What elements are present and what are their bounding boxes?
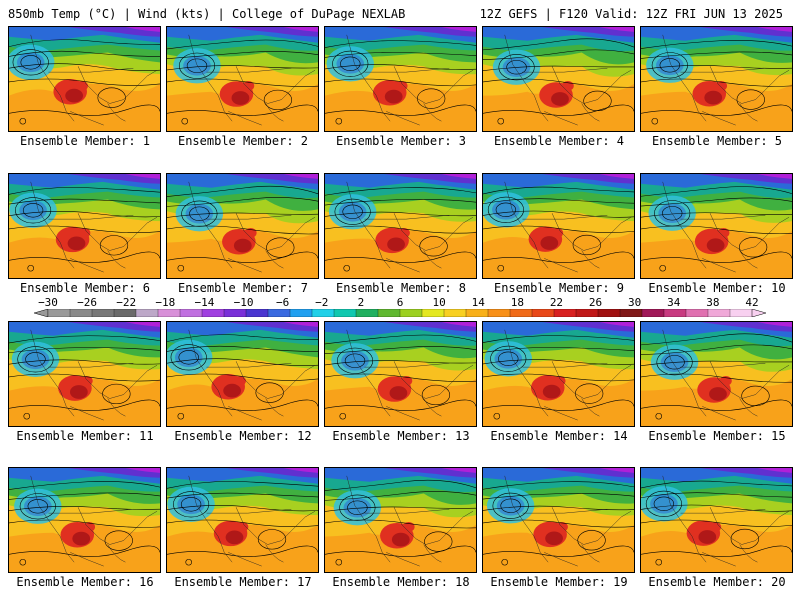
- colorbar-swatch: [509, 309, 533, 317]
- colorbar-swatch: [553, 309, 577, 317]
- ensemble-member-map: [640, 321, 793, 427]
- colorbar-swatch: [69, 309, 93, 317]
- ensemble-member-label: Ensemble Member: 5: [651, 134, 783, 148]
- ensemble-member-label: Ensemble Member: 8: [335, 281, 467, 295]
- colorbar-swatch: [641, 309, 665, 317]
- ensemble-member-label: Ensemble Member: 6: [19, 281, 151, 295]
- colorbar-swatch: [597, 309, 621, 317]
- colorbar-tick-label: 6: [396, 296, 404, 309]
- ensemble-member-label: Ensemble Member: 3: [335, 134, 467, 148]
- ensemble-member-map: [640, 467, 793, 573]
- colorbar-swatch: [179, 309, 203, 317]
- colorbar-swatch: [399, 309, 423, 317]
- colorbar-max-arrow: [751, 309, 766, 317]
- ensemble-member-label: Ensemble Member: 4: [493, 134, 625, 148]
- colorbar-swatch: [707, 309, 731, 317]
- colorbar-swatch: [619, 309, 643, 317]
- ensemble-member-map: [324, 173, 477, 279]
- colorbar-tick-label: 10: [432, 296, 446, 309]
- ensemble-member-label: Ensemble Member: 18: [332, 575, 470, 589]
- colorbar-tick-label: 18: [510, 296, 524, 309]
- colorbar-swatch: [289, 309, 313, 317]
- colorbar-swatch: [135, 309, 159, 317]
- colorbar-tick-label: 42: [745, 296, 759, 309]
- ensemble-member-map: [324, 467, 477, 573]
- ensemble-member-label: Ensemble Member: 16: [16, 575, 154, 589]
- colorbar-swatch: [223, 309, 247, 317]
- ensemble-member-label: Ensemble Member: 11: [16, 429, 154, 443]
- colorbar-swatch: [333, 309, 357, 317]
- colorbar-swatch: [465, 309, 489, 317]
- ensemble-member-label: Ensemble Member: 20: [648, 575, 786, 589]
- colorbar-tick-label: 22: [549, 296, 564, 309]
- ensemble-member-map: [166, 173, 319, 279]
- colorbar-swatch: [663, 309, 687, 317]
- colorbar-swatch: [575, 309, 599, 317]
- ensemble-member-map: [324, 321, 477, 427]
- colorbar-swatch: [245, 309, 269, 317]
- colorbar-swatch: [685, 309, 709, 317]
- colorbar-tick-label: −14: [194, 296, 215, 309]
- ensemble-member-map: [166, 321, 319, 427]
- colorbar-swatch: [443, 309, 467, 317]
- colorbar-tick-label: −2: [315, 296, 329, 309]
- colorbar-tick-label: 2: [357, 296, 365, 309]
- ensemble-member-map: [482, 467, 635, 573]
- colorbar-tick-label: −10: [233, 296, 254, 309]
- ensemble-member-map: [8, 467, 161, 573]
- colorbar-swatch: [377, 309, 401, 317]
- colorbar-tick-label: 34: [667, 296, 681, 309]
- ensemble-member-map: [166, 467, 319, 573]
- ensemble-member-label: Ensemble Member: 17: [174, 575, 312, 589]
- ensemble-member-map: [166, 26, 319, 132]
- colorbar-swatch: [91, 309, 115, 317]
- colorbar-tick-label: −22: [116, 296, 137, 309]
- colorbar-min-arrow: [34, 309, 49, 317]
- ensemble-member-map: [482, 321, 635, 427]
- colorbar-tick-label: −30: [38, 296, 58, 309]
- ensemble-member-label: Ensemble Member: 14: [490, 429, 628, 443]
- ensemble-member-map: [8, 173, 161, 279]
- ensemble-member-label: Ensemble Member: 2: [177, 134, 309, 148]
- model-valid-time: 12Z GEFS | F120 Valid: 12Z FRI JUN 13 20…: [479, 7, 783, 21]
- colorbar-swatch: [355, 309, 379, 317]
- colorbar-tick-label: 30: [628, 296, 642, 309]
- ensemble-member-label: Ensemble Member: 12: [174, 429, 312, 443]
- colorbar-swatch: [531, 309, 555, 317]
- colorbar-tick-label: −6: [276, 296, 290, 309]
- colorbar-swatch: [729, 309, 753, 317]
- ensemble-member-label: Ensemble Member: 13: [332, 429, 470, 443]
- ensemble-member-map: [324, 26, 477, 132]
- colorbar-swatch: [267, 309, 291, 317]
- colorbar-swatch: [487, 309, 511, 317]
- ensemble-member-map: [640, 26, 793, 132]
- map-title: 850mb Temp (°C) | Wind (kts) | College o…: [8, 7, 406, 21]
- colorbar-swatch: [311, 309, 335, 317]
- colorbar-tick-label: 14: [471, 296, 485, 309]
- ensemble-member-map: [8, 26, 161, 132]
- ensemble-member-label: Ensemble Member: 9: [493, 281, 625, 295]
- colorbar-swatch: [201, 309, 225, 317]
- ensemble-member-label: Ensemble Member: 15: [648, 429, 786, 443]
- colorbar-swatch: [113, 309, 137, 317]
- colorbar-tick-label: −26: [77, 296, 98, 309]
- ensemble-member-map: [8, 321, 161, 427]
- ensemble-member-map: [482, 26, 635, 132]
- ensemble-member-label: Ensemble Member: 1: [19, 134, 151, 148]
- ensemble-member-map: [640, 173, 793, 279]
- temperature-colorbar: [34, 309, 766, 317]
- ensemble-member-label: Ensemble Member: 7: [177, 281, 309, 295]
- ensemble-member-label: Ensemble Member: 10: [648, 281, 786, 295]
- colorbar-swatch: [47, 309, 71, 317]
- colorbar-tick-label: −18: [155, 296, 176, 309]
- ensemble-member-label: Ensemble Member: 19: [490, 575, 628, 589]
- colorbar-swatch: [157, 309, 181, 317]
- colorbar-tick-label: 26: [588, 296, 603, 309]
- colorbar-swatch: [421, 309, 445, 317]
- ensemble-member-map: [482, 173, 635, 279]
- colorbar-tick-label: 38: [706, 296, 720, 309]
